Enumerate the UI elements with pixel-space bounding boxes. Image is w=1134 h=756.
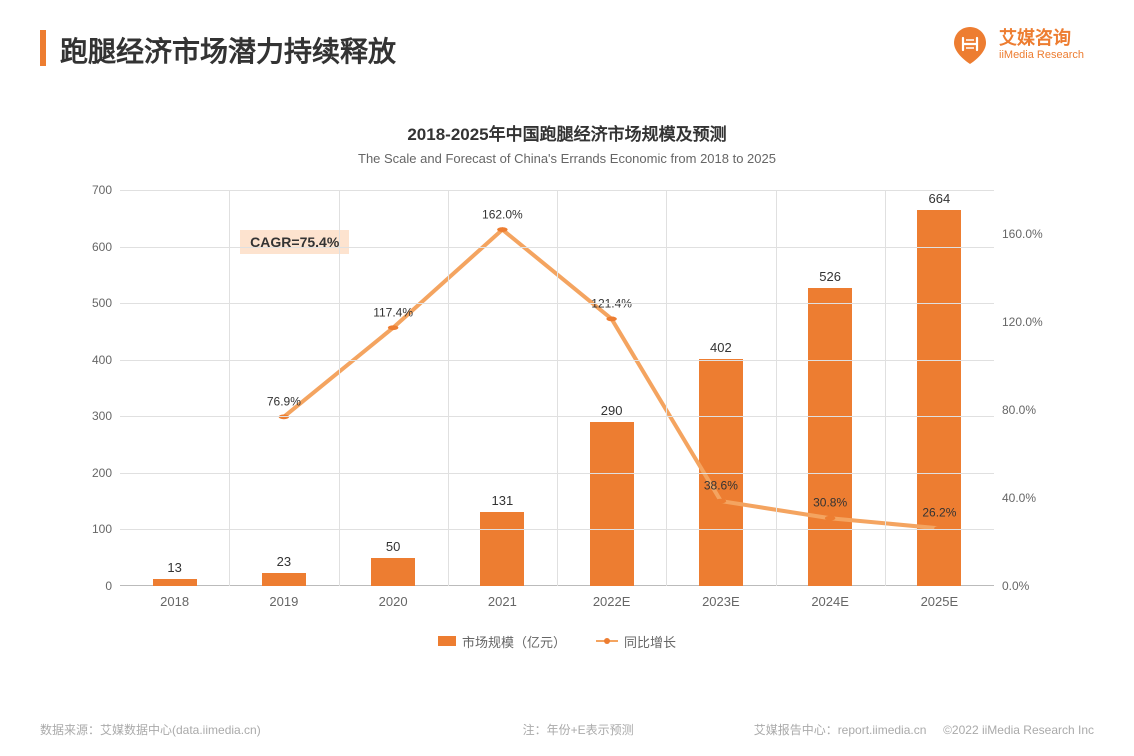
brand-logo: 艾媒咨询 iiMedia Research — [949, 24, 1084, 66]
line-marker — [825, 516, 835, 521]
x-tick: 2022E — [557, 586, 666, 616]
line-value-label: 76.9% — [267, 394, 301, 408]
line-value-label: 117.4% — [373, 305, 413, 319]
x-axis: 20182019202020212022E2023E2024E2025E — [120, 586, 994, 616]
x-tick: 2023E — [666, 586, 775, 616]
page-title: 跑腿经济市场潜力持续释放 — [60, 30, 1084, 70]
line-marker — [497, 227, 507, 232]
title-accent-bar — [40, 30, 46, 66]
legend-bar-swatch — [438, 636, 456, 646]
y-axis-right: 0.0%40.0%80.0%120.0%160.0% — [994, 190, 1074, 586]
x-tick: 2019 — [229, 586, 338, 616]
x-tick: 2020 — [339, 586, 448, 616]
growth-line — [284, 230, 940, 529]
x-tick: 2024E — [776, 586, 885, 616]
y2-tick: 120.0% — [1002, 315, 1043, 329]
y1-tick: 400 — [92, 353, 112, 367]
y1-tick: 500 — [92, 296, 112, 310]
y2-tick: 80.0% — [1002, 403, 1036, 417]
chart-title-en: The Scale and Forecast of China's Errand… — [0, 151, 1134, 166]
footer-source: 数据来源：艾媒数据中心(data.iimedia.cn) — [40, 721, 261, 738]
x-tick: 2021 — [448, 586, 557, 616]
logo-text-cn: 艾媒咨询 — [999, 29, 1084, 49]
legend-item-bar: 市场规模（亿元） — [438, 632, 566, 651]
footer-center: 艾媒报告中心：report.iimedia.cn — [754, 723, 927, 737]
line-value-label: 162.0% — [482, 207, 523, 221]
y2-tick: 160.0% — [1002, 227, 1043, 241]
y1-tick: 100 — [92, 522, 112, 536]
chart-container: 0100200300400500600700 0.0%40.0%80.0%120… — [60, 190, 1074, 656]
gridline-v — [776, 190, 777, 586]
legend-line-swatch — [596, 640, 618, 642]
legend-line-label: 同比增长 — [624, 632, 676, 651]
line-marker — [606, 317, 616, 322]
x-tick: 2018 — [120, 586, 229, 616]
y2-tick: 40.0% — [1002, 491, 1036, 505]
footer-note: 注：年份+E表示预测 — [523, 721, 634, 738]
x-tick: 2025E — [885, 586, 994, 616]
y1-tick: 200 — [92, 466, 112, 480]
chart-title-cn: 2018-2025年中国跑腿经济市场规模及预测 — [0, 120, 1134, 145]
line-value-label: 30.8% — [813, 496, 847, 510]
plot-area: 132350131290402526664 76.9%117.4%162.0%1… — [120, 190, 994, 586]
line-marker — [388, 325, 398, 330]
cagr-badge: CAGR=75.4% — [240, 230, 349, 254]
gridline-v — [339, 190, 340, 586]
legend-item-line: 同比增长 — [596, 632, 676, 651]
legend-bar-label: 市场规模（亿元） — [462, 632, 566, 651]
y-axis-left: 0100200300400500600700 — [60, 190, 120, 586]
gridline-v — [229, 190, 230, 586]
footer-copyright: ©2022 iiMedia Research Inc — [943, 723, 1094, 737]
logo-text-en: iiMedia Research — [999, 49, 1084, 61]
gridline-v — [885, 190, 886, 586]
y1-tick: 700 — [92, 183, 112, 197]
y1-tick: 300 — [92, 409, 112, 423]
logo-icon — [949, 24, 991, 66]
y2-tick: 0.0% — [1002, 579, 1029, 593]
y1-tick: 0 — [105, 579, 112, 593]
legend: 市场规模（亿元） 同比增长 — [120, 626, 994, 656]
gridline-v — [448, 190, 449, 586]
line-value-label: 38.6% — [704, 479, 738, 493]
footer: 数据来源：艾媒数据中心(data.iimedia.cn) 注：年份+E表示预测 … — [40, 721, 1094, 738]
gridline-v — [557, 190, 558, 586]
y1-tick: 600 — [92, 240, 112, 254]
gridline-v — [666, 190, 667, 586]
line-value-label: 26.2% — [922, 506, 956, 520]
line-marker — [716, 499, 726, 504]
